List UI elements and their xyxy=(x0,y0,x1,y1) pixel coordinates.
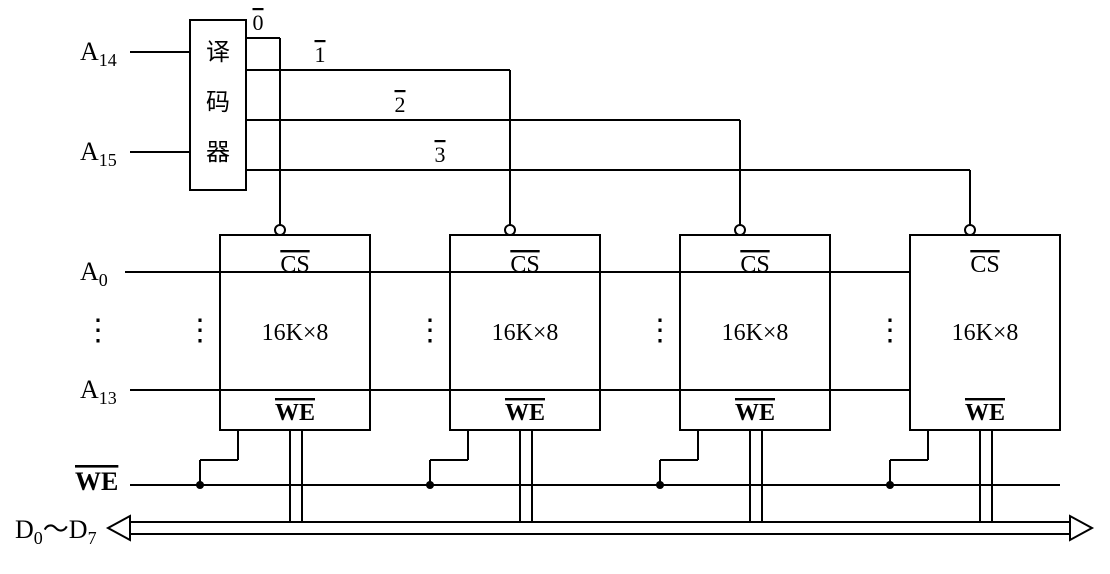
chip2-cs: CS xyxy=(740,252,769,278)
decoder-out-2: 2 xyxy=(395,92,406,117)
vdots-left: ⋮ xyxy=(83,314,113,347)
decoder-out-1: 1 xyxy=(315,42,326,67)
chip2-cs-inv xyxy=(735,225,745,235)
chip1-cs: CS xyxy=(510,252,539,278)
chip0-we-dot xyxy=(196,481,204,489)
chip1-size: 16K×8 xyxy=(492,320,559,346)
label-a15: A15 xyxy=(80,137,117,170)
vdots-gap2: ⋮ xyxy=(415,314,445,347)
decoder-label-1: 译 xyxy=(206,40,230,66)
label-a13: A13 xyxy=(80,375,117,408)
chip2-we: WE xyxy=(735,400,775,426)
chip3-cs: CS xyxy=(970,252,999,278)
chip3-we-dot xyxy=(886,481,894,489)
label-a0: A0 xyxy=(80,257,108,290)
label-databus: D0～D7 xyxy=(15,515,97,548)
chip1-we-dot xyxy=(426,481,434,489)
chip3-size: 16K×8 xyxy=(952,320,1019,346)
bus-arrow-right xyxy=(1070,516,1092,540)
label-we: WE xyxy=(75,467,118,496)
chip2-size: 16K×8 xyxy=(722,320,789,346)
vdots-gap4: ⋮ xyxy=(875,314,905,347)
decoder-label-2: 码 xyxy=(206,90,230,116)
chip1-cs-inv xyxy=(505,225,515,235)
decoder-label-3: 器 xyxy=(206,140,230,166)
label-a14: A14 xyxy=(80,37,117,70)
chip0-we: WE xyxy=(275,400,315,426)
vdots-gap3: ⋮ xyxy=(645,314,675,347)
chip0-cs-inv xyxy=(275,225,285,235)
bus-arrow-left xyxy=(108,516,130,540)
chip2-we-dot xyxy=(656,481,664,489)
chip3-cs-inv xyxy=(965,225,975,235)
chip0-cs: CS xyxy=(280,252,309,278)
decoder-out-0: 0 xyxy=(253,10,264,35)
chip1-we: WE xyxy=(505,400,545,426)
decoder-out-3: 3 xyxy=(435,142,446,167)
chip3-we: WE xyxy=(965,400,1005,426)
chip0-size: 16K×8 xyxy=(262,320,329,346)
vdots-gap1: ⋮ xyxy=(185,314,215,347)
